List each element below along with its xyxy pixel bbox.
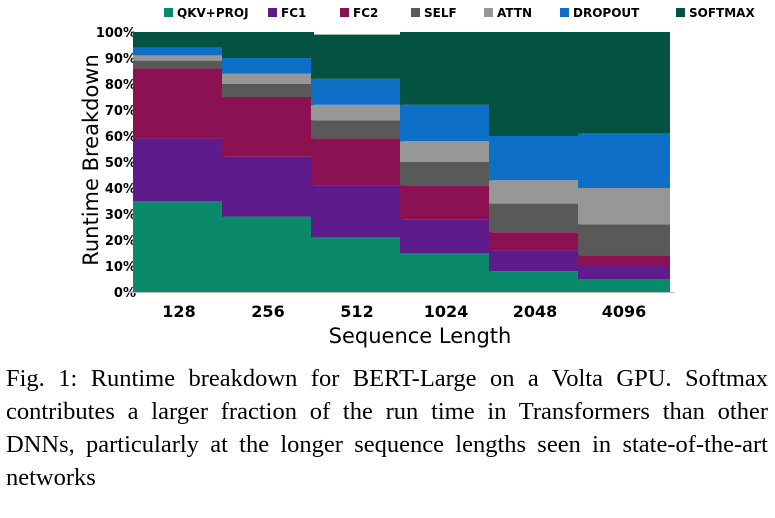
y-tick-label: 10% — [105, 260, 136, 275]
legend: QKV+PROJ FC1 FC2 SELF ATTN DROPOUT SOFTMAX — [164, 6, 755, 20]
bar-segment — [578, 255, 670, 266]
legend-label: FC1 — [281, 6, 306, 20]
legend-swatch — [411, 8, 420, 17]
bar-segment — [222, 97, 314, 157]
y-tick-label: 90% — [105, 52, 136, 67]
bar-segment — [489, 250, 581, 272]
legend-swatch — [676, 8, 685, 17]
bar-segment — [133, 47, 225, 56]
legend-swatch — [340, 8, 349, 17]
bar-segment — [222, 32, 314, 58]
x-tick-label: 4096 — [602, 302, 647, 321]
bar-segment — [489, 232, 581, 251]
bar-segment — [489, 203, 581, 233]
x-axis-title: Sequence Length — [329, 324, 512, 348]
bar-segment — [400, 219, 492, 253]
legend-label: QKV+PROJ — [177, 6, 249, 20]
bar-segment — [489, 271, 581, 292]
x-axis: 128 256 512 1024 2048 4096 — [129, 292, 674, 321]
bar-segment — [400, 253, 492, 292]
legend-swatch — [164, 8, 173, 17]
legend-swatch — [560, 8, 569, 17]
bar-segment — [133, 201, 225, 292]
bar-segment — [222, 216, 314, 292]
y-tick-label: 30% — [105, 208, 136, 223]
bar-segment — [133, 60, 225, 69]
bar-segment — [311, 120, 403, 139]
bar-segment — [578, 224, 670, 256]
y-tick-label: 100% — [96, 26, 136, 41]
bar-segment — [133, 138, 225, 201]
bar-segment — [222, 156, 314, 217]
x-tick-label: 2048 — [513, 302, 558, 321]
legend-swatch — [484, 8, 493, 17]
bar-segment — [133, 55, 225, 61]
y-axis: 0% 10% 20% 30% 40% 50% 60% 70% 80% 90% 100% — [96, 26, 136, 301]
bar-segment — [400, 162, 492, 186]
y-tick-label: 20% — [105, 234, 136, 249]
legend-label: SELF — [424, 6, 457, 20]
x-tick-label: 128 — [162, 302, 195, 321]
legend-label: FC2 — [353, 6, 378, 20]
bar-segment — [311, 185, 403, 238]
bar-segment — [400, 185, 492, 220]
legend-label: DROPOUT — [573, 6, 640, 20]
bar-segment — [311, 34, 403, 79]
caption-label: Fig. 1: — [6, 365, 78, 392]
legend-swatch — [268, 8, 277, 17]
bar-segment — [311, 237, 403, 292]
y-axis-title: Runtime Breakdown — [79, 54, 103, 266]
y-tick-label: 50% — [105, 156, 136, 171]
bar-segment — [489, 136, 581, 181]
bar-segment — [222, 58, 314, 74]
bar-segment — [133, 32, 225, 48]
stacked-bar-chart: QKV+PROJ FC1 FC2 SELF ATTN DROPOUT SOFTMAX 0%1… — [79, 6, 755, 348]
figure: QKV+PROJ FC1 FC2 SELF ATTN DROPOUT SOFTMAX 0% 1… — [79, 6, 755, 348]
x-tick-label: 1024 — [424, 302, 469, 321]
bar-segment — [222, 84, 314, 97]
bar-segment — [489, 180, 581, 204]
y-tick-label: 60% — [105, 130, 136, 145]
bar-segment — [311, 138, 403, 186]
x-tick-label: 512 — [340, 302, 373, 321]
y-tick-label: 40% — [105, 182, 136, 197]
figure-caption: Fig. 1: Runtime breakdown for BERT-Large… — [6, 362, 768, 494]
bar-segment — [578, 32, 670, 134]
y-tick-label: 0% — [114, 286, 136, 301]
bar-segment — [400, 32, 492, 105]
bar-segment — [311, 104, 403, 121]
bar-segment — [489, 32, 581, 136]
bar-segment — [222, 73, 314, 84]
y-tick-label: 80% — [105, 78, 136, 93]
bar-segment — [578, 266, 670, 279]
bar-segment — [400, 141, 492, 162]
legend-label: ATTN — [497, 6, 532, 20]
bar-segment — [578, 279, 670, 292]
caption-text: Runtime breakdown for BERT-Large on a Vo… — [6, 365, 768, 491]
x-tick-label: 256 — [251, 302, 284, 321]
bar-segment — [133, 68, 225, 139]
bar-segment — [578, 133, 670, 188]
bar-segment — [311, 78, 403, 105]
bar-segment — [578, 188, 670, 225]
bars — [133, 32, 670, 292]
legend-label: SOFTMAX — [689, 6, 755, 20]
y-tick-label: 70% — [105, 104, 136, 119]
bar-segment — [400, 104, 492, 142]
